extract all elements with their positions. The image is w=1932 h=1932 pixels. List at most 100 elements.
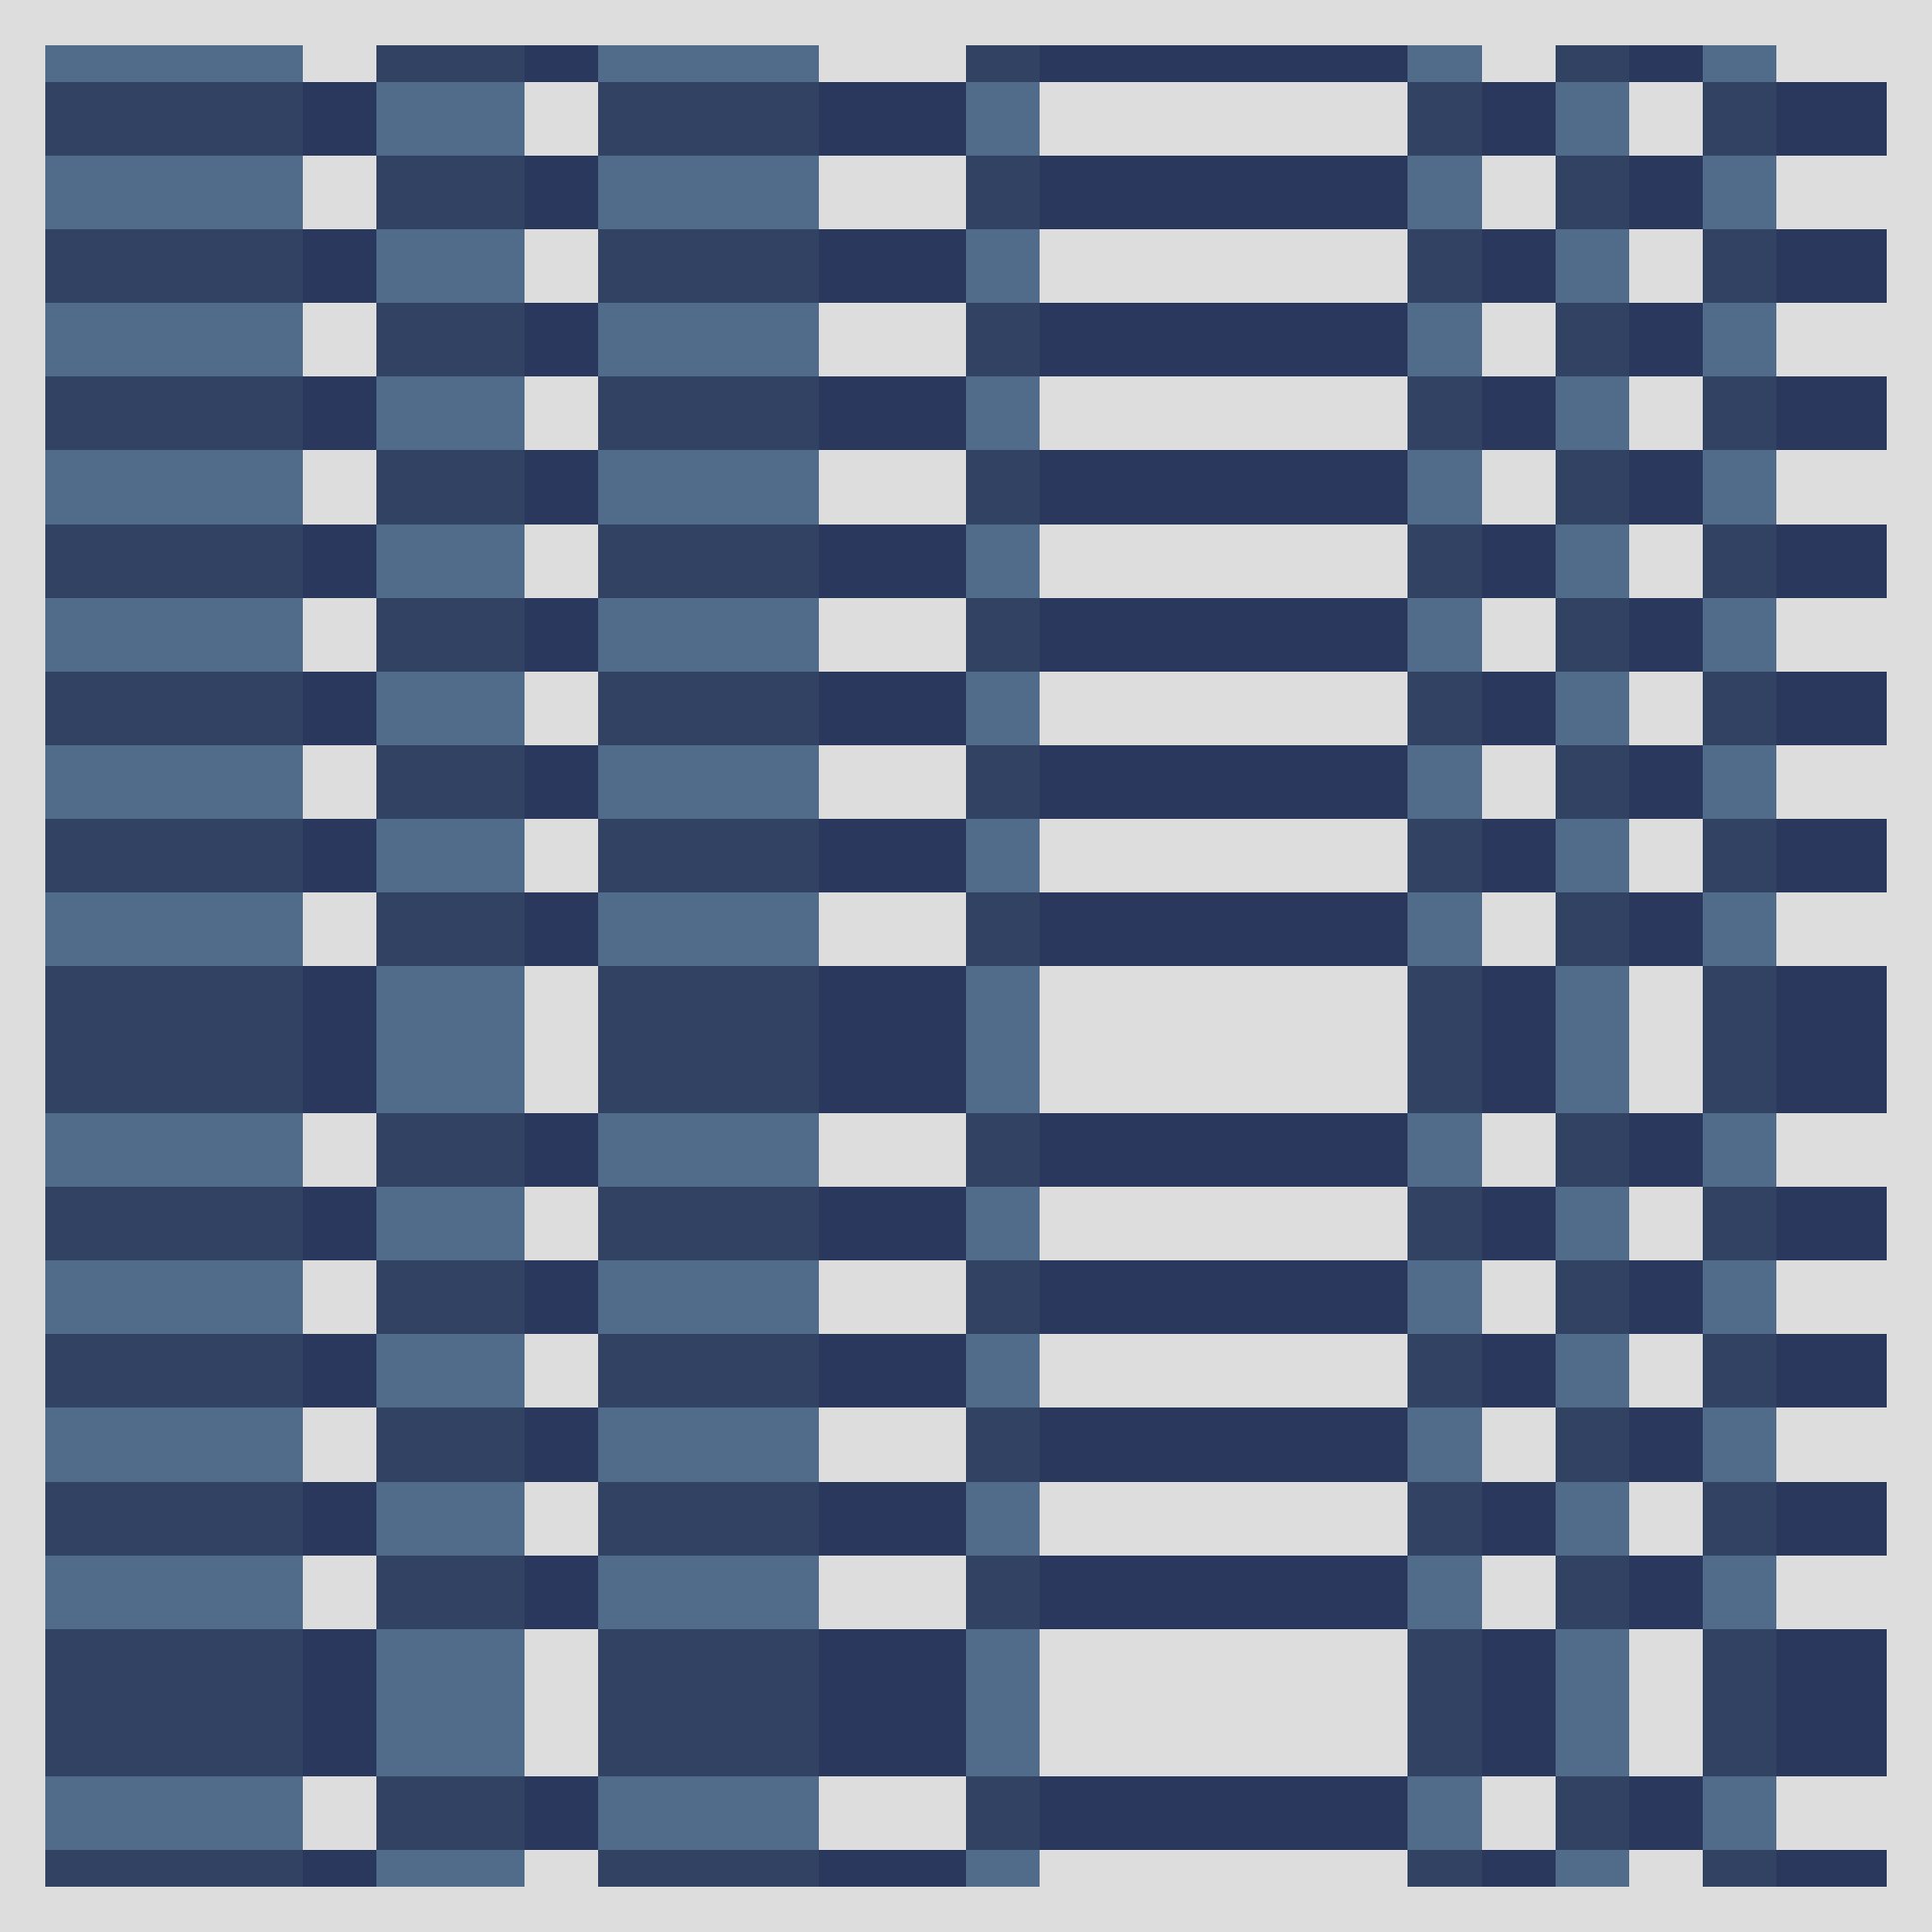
pattern-cell-dark-navy	[1040, 1775, 1408, 1850]
pattern-cell-light-blue	[966, 1334, 1041, 1408]
pattern-cell-light-blue	[966, 818, 1041, 892]
pattern-cell-light-blue	[1407, 1113, 1482, 1188]
pattern-cell-light-blue	[45, 1113, 304, 1188]
pattern-cell-dark-navy	[818, 818, 966, 892]
pattern-cell-background	[1040, 376, 1408, 451]
pattern-cell-background	[818, 303, 966, 377]
pattern-cell-dark-navy	[1628, 450, 1703, 525]
pattern-cell-light-blue	[45, 1775, 304, 1850]
pattern-cell-mid-navy	[966, 891, 1041, 966]
pattern-cell-dark-navy	[303, 1334, 377, 1408]
pattern-cell-light-blue	[45, 597, 304, 672]
pattern-cell-mid-navy	[966, 1775, 1041, 1850]
pattern-cell-background	[1040, 1481, 1408, 1556]
pattern-cell-dark-navy	[818, 1334, 966, 1408]
pattern-cell-background	[303, 744, 377, 819]
pattern-cell-light-blue	[1555, 1334, 1629, 1408]
pattern-cell-background	[1040, 1334, 1408, 1408]
pattern-cell-background	[1040, 229, 1408, 304]
pattern-cell-dark-navy	[303, 818, 377, 892]
pattern-cell-background	[303, 303, 377, 377]
pattern-cell-dark-navy	[818, 229, 966, 304]
pattern-cell-mid-navy	[1407, 818, 1482, 892]
pattern-cell-light-blue	[45, 1555, 304, 1629]
pattern-cell-mid-navy	[1555, 1407, 1629, 1482]
pattern-cell-background	[1775, 1407, 1887, 1482]
pattern-cell-mid-navy	[1555, 597, 1629, 672]
pattern-cell-mid-navy	[45, 82, 304, 157]
pattern-cell-light-blue	[376, 1628, 525, 1776]
pattern-cell-mid-navy	[597, 82, 819, 157]
pattern-cell-mid-navy	[1407, 376, 1482, 451]
pattern-cell-light-blue	[597, 450, 819, 525]
pattern-cell-light-blue	[1407, 1775, 1482, 1850]
pattern-cell-background	[303, 1775, 377, 1850]
pattern-cell-dark-navy	[818, 524, 966, 598]
pattern-cell-dark-navy	[1481, 1481, 1556, 1556]
pattern-cell-mid-navy	[376, 1260, 525, 1335]
pattern-cell-dark-navy	[524, 303, 598, 377]
pattern-cell-background	[524, 1628, 598, 1776]
pattern-cell-mid-navy	[376, 597, 525, 672]
pattern-cell-light-blue	[1407, 597, 1482, 672]
pattern-cell-dark-navy	[524, 156, 598, 230]
pattern-cell-dark-navy	[1040, 744, 1408, 819]
pattern-cell-background	[818, 1775, 966, 1850]
pattern-cell-light-blue	[1555, 818, 1629, 892]
pattern-cell-light-blue	[45, 45, 304, 83]
pattern-cell-dark-navy	[818, 1481, 966, 1556]
pattern-cell-mid-navy	[45, 229, 304, 304]
pattern-cell-light-blue	[376, 818, 525, 892]
pattern-cell-light-blue	[1407, 1407, 1482, 1482]
pattern-cell-mid-navy	[597, 1187, 819, 1261]
pattern-cell-dark-navy	[818, 671, 966, 745]
pattern-cell-mid-navy	[966, 303, 1041, 377]
pattern-cell-background	[1775, 597, 1887, 672]
pattern-cell-mid-navy	[597, 1849, 819, 1887]
pattern-cell-mid-navy	[1407, 82, 1482, 157]
pattern-cell-dark-navy	[1628, 303, 1703, 377]
pattern-cell-dark-navy	[818, 1849, 966, 1887]
pattern-cell-background	[1481, 597, 1556, 672]
pattern-cell-light-blue	[376, 229, 525, 304]
pattern-cell-background	[1040, 524, 1408, 598]
pattern-cell-dark-navy	[524, 744, 598, 819]
pattern-cell-dark-navy	[1481, 1187, 1556, 1261]
pattern-cell-background	[1481, 156, 1556, 230]
pattern-cell-light-blue	[1702, 45, 1776, 83]
pattern-cell-mid-navy	[1702, 966, 1776, 1114]
pattern-cell-light-blue	[376, 1849, 525, 1887]
pattern-cell-mid-navy	[1555, 891, 1629, 966]
pattern-cell-background	[1628, 966, 1703, 1114]
pattern-cell-dark-navy	[524, 45, 598, 83]
pattern-cell-background	[303, 1260, 377, 1335]
pattern-cell-dark-navy	[524, 1260, 598, 1335]
pattern-cell-mid-navy	[376, 45, 525, 83]
pattern-cell-mid-navy	[1407, 1334, 1482, 1408]
pattern-cell-background	[1775, 1555, 1887, 1629]
pattern-cell-dark-navy	[1040, 1407, 1408, 1482]
pattern-cell-dark-navy	[818, 966, 966, 1114]
pattern-cell-background	[818, 450, 966, 525]
woven-stripe-pattern	[45, 45, 1887, 1887]
pattern-cell-light-blue	[376, 1187, 525, 1261]
pattern-cell-background	[1040, 1849, 1408, 1887]
pattern-cell-light-blue	[1555, 1481, 1629, 1556]
pattern-cell-background	[818, 891, 966, 966]
pattern-cell-light-blue	[966, 671, 1041, 745]
pattern-cell-dark-navy	[524, 1113, 598, 1188]
pattern-cell-background	[1481, 303, 1556, 377]
pattern-cell-dark-navy	[1775, 1628, 1887, 1776]
pattern-cell-light-blue	[45, 744, 304, 819]
pattern-cell-mid-navy	[966, 1113, 1041, 1188]
pattern-cell-mid-navy	[1702, 1849, 1776, 1887]
pattern-cell-mid-navy	[1407, 671, 1482, 745]
pattern-cell-mid-navy	[597, 1334, 819, 1408]
pattern-cell-dark-navy	[1775, 1849, 1887, 1887]
pattern-cell-mid-navy	[376, 1407, 525, 1482]
pattern-cell-mid-navy	[966, 1407, 1041, 1482]
pattern-cell-mid-navy	[1407, 1849, 1482, 1887]
pattern-cell-dark-navy	[1775, 524, 1887, 598]
pattern-cell-light-blue	[597, 156, 819, 230]
pattern-cell-light-blue	[1702, 1113, 1776, 1188]
